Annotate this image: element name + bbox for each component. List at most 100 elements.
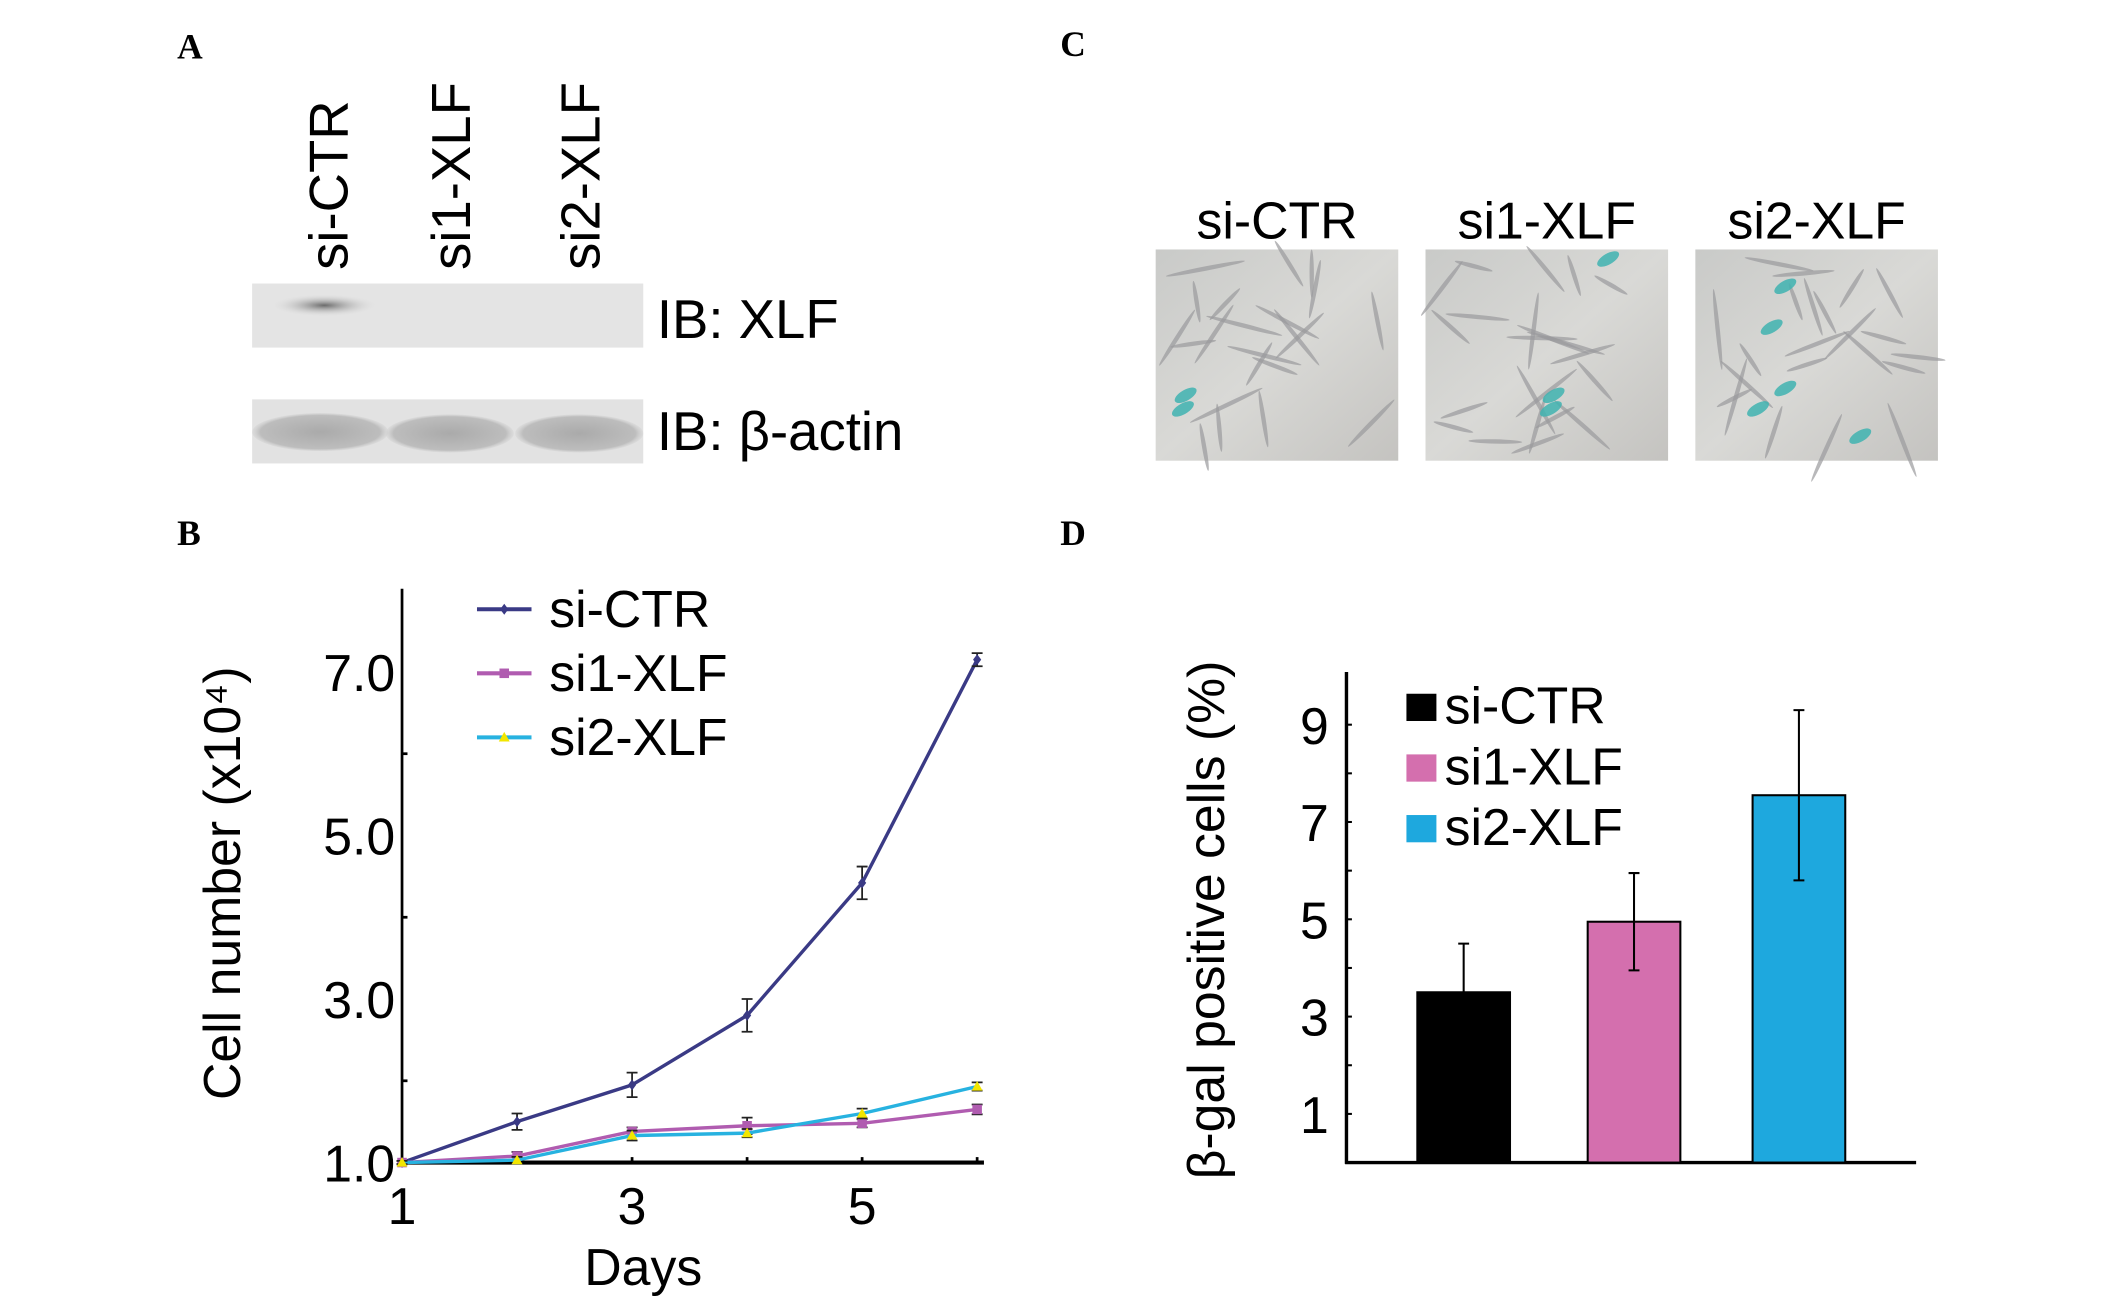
- panel-label-a: A: [177, 27, 203, 67]
- cell: [1876, 268, 1903, 318]
- legend-label: si1-XLF: [1445, 737, 1623, 795]
- cell: [1170, 339, 1217, 348]
- x-axis-label: Days: [584, 1238, 702, 1296]
- y-axis-label: β-gal positive cells (%): [1177, 661, 1235, 1180]
- cell: [1887, 402, 1917, 477]
- cell: [1824, 308, 1876, 360]
- cell: [1275, 312, 1324, 359]
- cell: [1420, 261, 1463, 316]
- legend-swatch: [1406, 693, 1437, 722]
- data-point: [512, 1116, 522, 1128]
- stained-cell: [1174, 387, 1197, 404]
- stained-cell: [1597, 251, 1620, 267]
- data-point: [857, 1118, 867, 1129]
- microscopy-panels: si-CTR si1-XLF si2-XLF: [1155, 192, 1946, 482]
- x-tick-label: 3: [618, 1177, 647, 1235]
- series-line-si-CTR: [401, 658, 979, 1165]
- cell: [1252, 357, 1298, 375]
- stained-cell: [1774, 380, 1797, 397]
- stained-cell: [1539, 401, 1562, 417]
- cell: [1890, 353, 1946, 361]
- cell: [1843, 331, 1893, 375]
- cell: [1206, 315, 1283, 336]
- cell: [1744, 257, 1814, 272]
- cell: [1567, 254, 1581, 296]
- micrograph: [1155, 249, 1399, 461]
- cell: [1189, 387, 1263, 423]
- data-point: [627, 1079, 637, 1091]
- cell: [1712, 288, 1723, 370]
- cell: [1786, 357, 1828, 372]
- y-tick-label: 7.0: [323, 644, 395, 702]
- cell: [1576, 360, 1613, 402]
- cell: [1468, 439, 1523, 444]
- legend-label: si-CTR: [1445, 677, 1606, 735]
- cell: [1371, 291, 1384, 351]
- series-line-si1-XLF: [401, 1107, 978, 1165]
- cell: [1803, 278, 1823, 336]
- lane-label: si1-XLF: [421, 82, 482, 270]
- cell: [1772, 269, 1835, 277]
- cell: [1784, 330, 1850, 357]
- stained-cell: [1774, 278, 1797, 295]
- cell: [1209, 288, 1241, 321]
- data-point: [626, 1130, 638, 1140]
- panel-label-b: B: [177, 513, 201, 553]
- cell: [1813, 290, 1837, 334]
- lane-label: si2-XLF: [551, 82, 612, 270]
- error-bar: [1793, 709, 1805, 882]
- legend-marker: [500, 603, 509, 615]
- cell: [1811, 414, 1843, 482]
- cell: [1274, 240, 1304, 287]
- growth-line-chart: 1.0 3.0 5.0 7.0 1 3 5 Days Cell number (x10⁴) si-…: [193, 580, 984, 1296]
- cell: [1165, 260, 1245, 277]
- legend-label: si2-XLF: [1445, 798, 1623, 856]
- cell: [1535, 406, 1575, 429]
- legend-marker: [499, 668, 510, 679]
- panel-label-c: C: [1060, 24, 1086, 64]
- x-tick-label: 5: [848, 1177, 877, 1235]
- data-point: [511, 1154, 523, 1165]
- cell: [1506, 335, 1578, 341]
- legend-label: si2-XLF: [549, 708, 727, 766]
- legend-label: si-CTR: [549, 580, 710, 638]
- data-point: [396, 1157, 408, 1167]
- cell: [1199, 423, 1209, 471]
- error-bar: [1458, 942, 1470, 1042]
- data-point: [856, 1108, 868, 1118]
- y-tick-label: 5: [1300, 891, 1329, 949]
- blot-xlf: [252, 283, 644, 348]
- data-point: [742, 1120, 752, 1131]
- blot-row-label: IB: XLF: [657, 289, 839, 350]
- cell: [1526, 246, 1565, 292]
- data-point: [973, 654, 982, 666]
- lane-label: si-CTR: [299, 100, 360, 270]
- stained-cell: [1171, 401, 1194, 417]
- cell: [1554, 400, 1611, 450]
- cell: [1454, 260, 1493, 272]
- cell: [1739, 343, 1762, 377]
- y-tick-label: 5.0: [323, 808, 395, 866]
- legend-label: si1-XLF: [549, 644, 727, 702]
- cell: [1511, 433, 1564, 454]
- series-line-si2-XLF: [401, 1084, 978, 1165]
- y-tick-label: 1.0: [323, 1135, 395, 1193]
- stained-cell: [1849, 428, 1872, 444]
- x-tick-label: 1: [388, 1177, 417, 1235]
- cell: [1194, 304, 1234, 364]
- legend-swatch: [1406, 754, 1437, 782]
- cell: [1860, 330, 1907, 345]
- cell: [1309, 249, 1314, 298]
- micro-label: si1-XLF: [1458, 192, 1636, 250]
- y-tick-label: 3: [1300, 989, 1329, 1047]
- stained-cell: [1542, 387, 1565, 404]
- y-tick-label: 9: [1300, 697, 1329, 755]
- cell: [1517, 325, 1589, 354]
- cell: [1720, 360, 1774, 409]
- cell: [1216, 403, 1223, 452]
- cell: [1445, 313, 1510, 321]
- cell: [1724, 358, 1748, 436]
- cell: [1594, 275, 1628, 295]
- cell: [1764, 405, 1783, 459]
